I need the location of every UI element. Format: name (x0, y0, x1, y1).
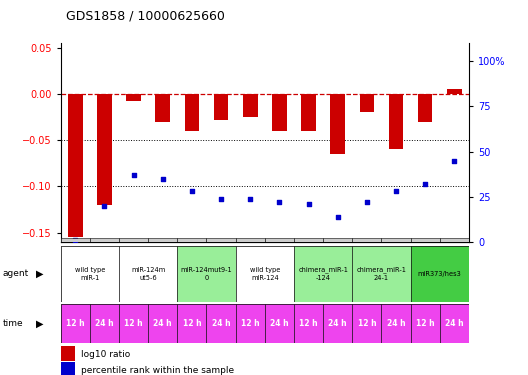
Bar (61, 304, 90, 343)
Text: percentile rank within the sample: percentile rank within the sample (81, 366, 234, 375)
Text: agent: agent (3, 269, 29, 278)
Text: 24 h: 24 h (95, 319, 114, 328)
Text: wild type
miR-1: wild type miR-1 (74, 267, 105, 280)
Text: time: time (3, 319, 23, 328)
Text: 12 h: 12 h (299, 319, 318, 328)
Point (217, 195, 225, 201)
Point (421, 181, 429, 187)
Point (275, 199, 284, 205)
Point (392, 188, 400, 194)
Bar (155, 94, 170, 122)
Point (246, 195, 254, 201)
Text: 24 h: 24 h (154, 319, 172, 328)
Bar (119, 238, 148, 242)
Point (363, 199, 371, 205)
Bar (265, 304, 294, 343)
Text: 12 h: 12 h (241, 319, 260, 328)
Bar (235, 238, 265, 242)
Text: 24 h: 24 h (212, 319, 230, 328)
Bar (97, 94, 112, 205)
Point (129, 172, 138, 178)
Bar (272, 94, 287, 131)
Bar (381, 304, 411, 343)
Text: 12 h: 12 h (66, 319, 84, 328)
Bar (294, 246, 352, 302)
Bar (235, 246, 294, 302)
Bar (411, 304, 440, 343)
Bar (331, 94, 345, 154)
Text: log10 ratio: log10 ratio (81, 350, 130, 359)
Bar (381, 238, 411, 242)
Text: ▶: ▶ (36, 269, 43, 279)
Bar (243, 94, 258, 117)
Bar (352, 238, 381, 242)
Text: miR-124mut9-1
0: miR-124mut9-1 0 (181, 267, 232, 280)
Text: miR-124m
ut5-6: miR-124m ut5-6 (131, 267, 165, 280)
Text: 24 h: 24 h (328, 319, 347, 328)
Text: 12 h: 12 h (124, 319, 143, 328)
Point (304, 201, 313, 207)
Point (450, 158, 458, 164)
Point (158, 176, 167, 181)
Bar (206, 238, 235, 242)
Bar (61, 246, 119, 302)
Bar (389, 94, 403, 149)
Bar (177, 246, 235, 302)
Text: 12 h: 12 h (357, 319, 376, 328)
Bar (294, 304, 323, 343)
Text: wild type
miR-124: wild type miR-124 (250, 267, 280, 280)
Bar (265, 238, 294, 242)
Bar (352, 246, 411, 302)
Text: chimera_miR-1
24-1: chimera_miR-1 24-1 (356, 267, 407, 281)
Bar (411, 238, 440, 242)
Bar (440, 238, 469, 242)
Bar (185, 94, 199, 131)
Bar (68, 94, 82, 237)
Point (71, 237, 80, 243)
Point (334, 214, 342, 220)
Bar (235, 304, 265, 343)
Bar (90, 304, 119, 343)
Bar (440, 304, 469, 343)
Text: 12 h: 12 h (183, 319, 201, 328)
Text: miR373/hes3: miR373/hes3 (418, 271, 461, 277)
Bar (323, 238, 352, 242)
Bar (119, 246, 177, 302)
Bar (447, 89, 461, 94)
Bar (148, 238, 177, 242)
Point (100, 203, 109, 209)
Text: GDS1858 / 10000625660: GDS1858 / 10000625660 (66, 9, 225, 22)
Text: 24 h: 24 h (270, 319, 289, 328)
Text: 24 h: 24 h (445, 319, 464, 328)
Point (187, 188, 196, 194)
Bar (177, 238, 206, 242)
Bar (177, 304, 206, 343)
Text: 24 h: 24 h (386, 319, 406, 328)
Bar (323, 304, 352, 343)
Bar (61, 346, 76, 361)
Text: 12 h: 12 h (416, 319, 435, 328)
Bar (418, 94, 432, 122)
Bar (148, 304, 177, 343)
Bar (126, 94, 141, 101)
Text: chimera_miR-1
-124: chimera_miR-1 -124 (298, 267, 348, 281)
Bar (294, 238, 323, 242)
Bar (119, 304, 148, 343)
Bar (301, 94, 316, 131)
Bar (90, 238, 119, 242)
Bar (214, 94, 228, 120)
Bar (352, 304, 381, 343)
Text: ▶: ▶ (36, 318, 43, 328)
Bar (206, 304, 235, 343)
Bar (411, 246, 469, 302)
Bar (61, 238, 90, 242)
Bar (61, 362, 76, 375)
Bar (360, 94, 374, 112)
